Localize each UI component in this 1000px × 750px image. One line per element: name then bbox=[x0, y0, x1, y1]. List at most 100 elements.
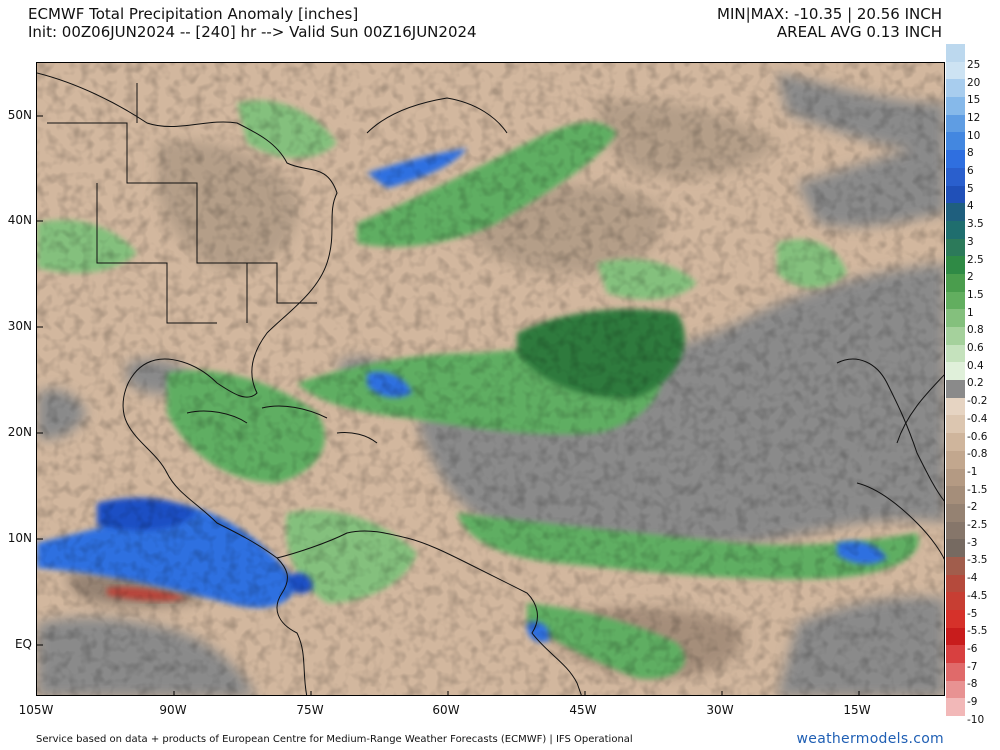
colorbar-swatch bbox=[946, 556, 965, 575]
colorbar-tick-label: 0.6 bbox=[967, 342, 984, 355]
colorbar-swatch bbox=[946, 521, 965, 540]
lon-label-75w: 75W bbox=[296, 703, 324, 717]
coastlines-borders bbox=[37, 72, 944, 695]
colorbar-swatch bbox=[946, 539, 965, 557]
colorbar-tick-label: 8 bbox=[967, 147, 974, 160]
colorbar-swatch bbox=[946, 380, 965, 398]
colorbar-swatch bbox=[946, 238, 965, 257]
colorbar-swatch bbox=[946, 468, 965, 487]
colorbar-swatch bbox=[946, 167, 965, 186]
colorbar-swatch bbox=[946, 574, 965, 593]
colorbar-tick-label: 10 bbox=[967, 129, 981, 142]
colorbar-tick-label: -5 bbox=[967, 607, 978, 620]
colorbar-tick-label: 3 bbox=[967, 235, 974, 248]
colorbar-tick-label: 0.4 bbox=[967, 359, 984, 372]
colorbar-swatch bbox=[946, 645, 965, 664]
lat-label-eq: EQ bbox=[14, 637, 32, 651]
map-title: ECMWF Total Precipitation Anomaly [inche… bbox=[28, 5, 359, 23]
colorbar-swatch bbox=[946, 592, 965, 610]
colorbar-swatch bbox=[946, 362, 965, 381]
colorbar-tick-label: -0.8 bbox=[967, 448, 988, 461]
footer-credit: Service based on data + products of Euro… bbox=[36, 734, 633, 745]
colorbar-swatch bbox=[946, 397, 965, 416]
lon-label-60w: 60W bbox=[432, 703, 460, 717]
colorbar-swatch bbox=[946, 97, 965, 115]
colorbar-tick-label: 1 bbox=[967, 306, 974, 319]
colorbar bbox=[946, 44, 965, 717]
colorbar-tick-label: 2 bbox=[967, 271, 974, 284]
colorbar-swatch bbox=[946, 132, 965, 151]
colorbar-tick-label: -2 bbox=[967, 501, 978, 514]
colorbar-tick-label: 1.5 bbox=[967, 288, 984, 301]
colorbar-swatch bbox=[946, 185, 965, 204]
colorbar-tick-label: -10 bbox=[967, 713, 985, 726]
colorbar-swatch bbox=[946, 220, 965, 239]
lat-label-10n: 10N bbox=[7, 531, 32, 545]
colorbar-swatch bbox=[946, 433, 965, 451]
colorbar-tick-label: -3 bbox=[967, 536, 978, 549]
colorbar-tick-label: -0.2 bbox=[967, 395, 988, 408]
colorbar-swatch bbox=[946, 256, 965, 274]
colorbar-tick-label: 0.2 bbox=[967, 377, 984, 390]
colorbar-tick-label: -6 bbox=[967, 642, 978, 655]
colorbar-tick-label: 15 bbox=[967, 94, 981, 107]
areal-avg-readout: AREAL AVG 0.13 INCH bbox=[776, 23, 942, 41]
colorbar-swatch bbox=[946, 503, 965, 522]
colorbar-tick-label: -2.5 bbox=[967, 519, 988, 532]
colorbar-tick-label: 0.8 bbox=[967, 324, 984, 337]
colorbar-swatch bbox=[946, 680, 965, 699]
colorbar-swatch bbox=[946, 627, 965, 646]
colorbar-swatch bbox=[946, 79, 965, 98]
colorbar-tick-label: 12 bbox=[967, 111, 981, 124]
lat-label-20n: 20N bbox=[7, 425, 32, 439]
colorbar-tick-label: -4.5 bbox=[967, 589, 988, 602]
colorbar-tick-label: -1.5 bbox=[967, 483, 988, 496]
colorbar-tick-label: -1 bbox=[967, 465, 978, 478]
brand-link[interactable]: weathermodels.com bbox=[796, 731, 944, 747]
colorbar-tick-label: -8 bbox=[967, 678, 978, 691]
colorbar-tick-label: 6 bbox=[967, 165, 974, 178]
texture-overlay bbox=[37, 63, 944, 695]
colorbar-tick-label: -0.4 bbox=[967, 412, 988, 425]
lat-label-30n: 30N bbox=[7, 319, 32, 333]
colorbar-tick-label: -3.5 bbox=[967, 554, 988, 567]
colorbar-tick-label: 5 bbox=[967, 182, 974, 195]
colorbar-tick-label: -4 bbox=[967, 572, 978, 585]
colorbar-swatch bbox=[946, 415, 965, 434]
lon-label-90w: 90W bbox=[159, 703, 187, 717]
colorbar-tick-label: -0.6 bbox=[967, 430, 988, 443]
colorbar-swatch bbox=[946, 327, 965, 345]
colorbar-swatch bbox=[946, 610, 965, 628]
colorbar-swatch bbox=[946, 344, 965, 363]
axis-ticks bbox=[37, 115, 860, 695]
colorbar-tick-label: 4 bbox=[967, 200, 974, 213]
colorbar-swatch bbox=[946, 203, 965, 221]
colorbar-swatch bbox=[946, 309, 965, 327]
init-valid-line: Init: 00Z06JUN2024 -- [240] hr --> Valid… bbox=[28, 23, 477, 41]
colorbar-tick-label: -7 bbox=[967, 660, 978, 673]
colorbar-swatch bbox=[946, 698, 965, 717]
colorbar-tick-label: -9 bbox=[967, 696, 978, 709]
colorbar-swatch bbox=[946, 273, 965, 292]
colorbar-tick-label: 3.5 bbox=[967, 218, 984, 231]
colorbar-tick-label: -5.5 bbox=[967, 625, 988, 638]
lon-label-45w: 45W bbox=[569, 703, 597, 717]
colorbar-tick-label: 2.5 bbox=[967, 253, 984, 266]
precip-anomaly-map[interactable] bbox=[36, 62, 945, 696]
colorbar-swatch bbox=[946, 44, 965, 62]
lon-label-30w: 30W bbox=[706, 703, 734, 717]
map-canvas bbox=[37, 63, 944, 695]
colorbar-tick-label: 20 bbox=[967, 76, 981, 89]
colorbar-swatch bbox=[946, 61, 965, 80]
colorbar-swatch bbox=[946, 450, 965, 469]
minmax-readout: MIN|MAX: -10.35 | 20.56 INCH bbox=[717, 5, 942, 23]
colorbar-swatch bbox=[946, 114, 965, 133]
lat-label-50n: 50N bbox=[7, 108, 32, 122]
lon-label-105w: 105W bbox=[18, 703, 54, 717]
colorbar-swatch bbox=[946, 663, 965, 681]
lon-label-15w: 15W bbox=[843, 703, 871, 717]
colorbar-swatch bbox=[946, 291, 965, 310]
colorbar-tick-label: 25 bbox=[967, 58, 981, 71]
colorbar-swatch bbox=[946, 150, 965, 168]
colorbar-swatch bbox=[946, 486, 965, 504]
